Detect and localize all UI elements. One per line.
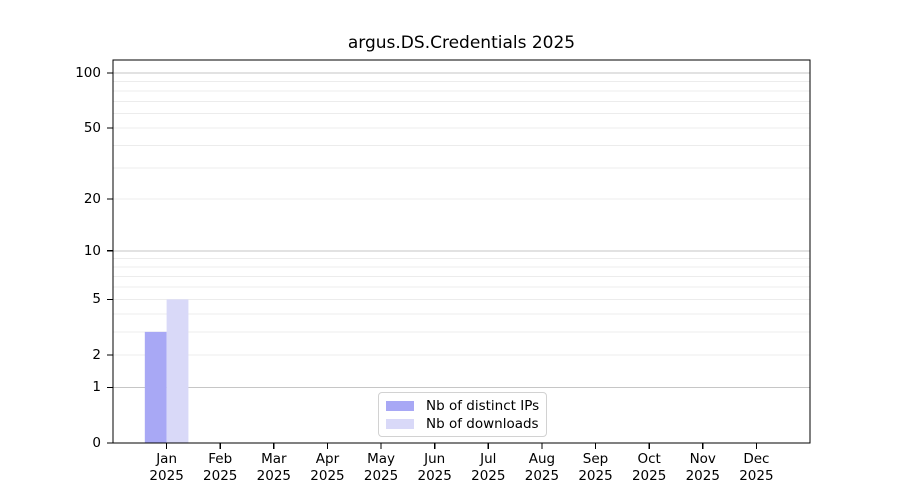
- bar-distinct-ips-jan-2025: [144, 331, 167, 443]
- y-tick-label: 2: [92, 346, 101, 363]
- x-tick-label: Jan 2025: [149, 451, 184, 484]
- plot-border: [112, 59, 811, 444]
- x-tick-label: Nov 2025: [685, 451, 720, 484]
- legend-label-downloads: Nb of downloads: [426, 416, 539, 432]
- x-tick-label: Sep 2025: [578, 451, 613, 484]
- y-tick-label: 0: [92, 435, 101, 451]
- legend-swatch-downloads: [386, 419, 414, 429]
- legend-label-distinct-ips: Nb of distinct IPs: [426, 398, 540, 414]
- x-tick-label: Aug 2025: [524, 451, 560, 484]
- x-tick-label: Feb 2025: [203, 451, 238, 484]
- chart-title: argus.DS.Credentials 2025: [347, 33, 576, 53]
- y-tick-label: 10: [83, 242, 101, 259]
- x-tick-label: Mar 2025: [256, 451, 292, 484]
- x-tick-label: Jul 2025: [471, 451, 506, 484]
- y-tick-label: 100: [75, 65, 101, 82]
- legend-item-distinct-ips: Nb of distinct IPs: [386, 398, 540, 414]
- x-tick-label: Oct 2025: [631, 451, 667, 484]
- legend-swatch-distinct-ips: [386, 401, 414, 411]
- y-tick-label: 20: [83, 191, 101, 207]
- y-tick-label: 5: [92, 291, 101, 308]
- y-tick-label: 1: [92, 379, 101, 396]
- legend: Nb of distinct IPs Nb of downloads: [378, 392, 547, 437]
- x-tick-label: Apr 2025: [310, 451, 345, 484]
- x-tick-label: May 2025: [363, 451, 399, 484]
- y-tick-label: 50: [83, 119, 101, 136]
- x-tick-label: Dec 2025: [739, 451, 774, 484]
- legend-item-downloads: Nb of downloads: [386, 416, 539, 432]
- bar-downloads-jan-2025: [166, 299, 189, 443]
- x-tick-label: Jun 2025: [417, 451, 452, 484]
